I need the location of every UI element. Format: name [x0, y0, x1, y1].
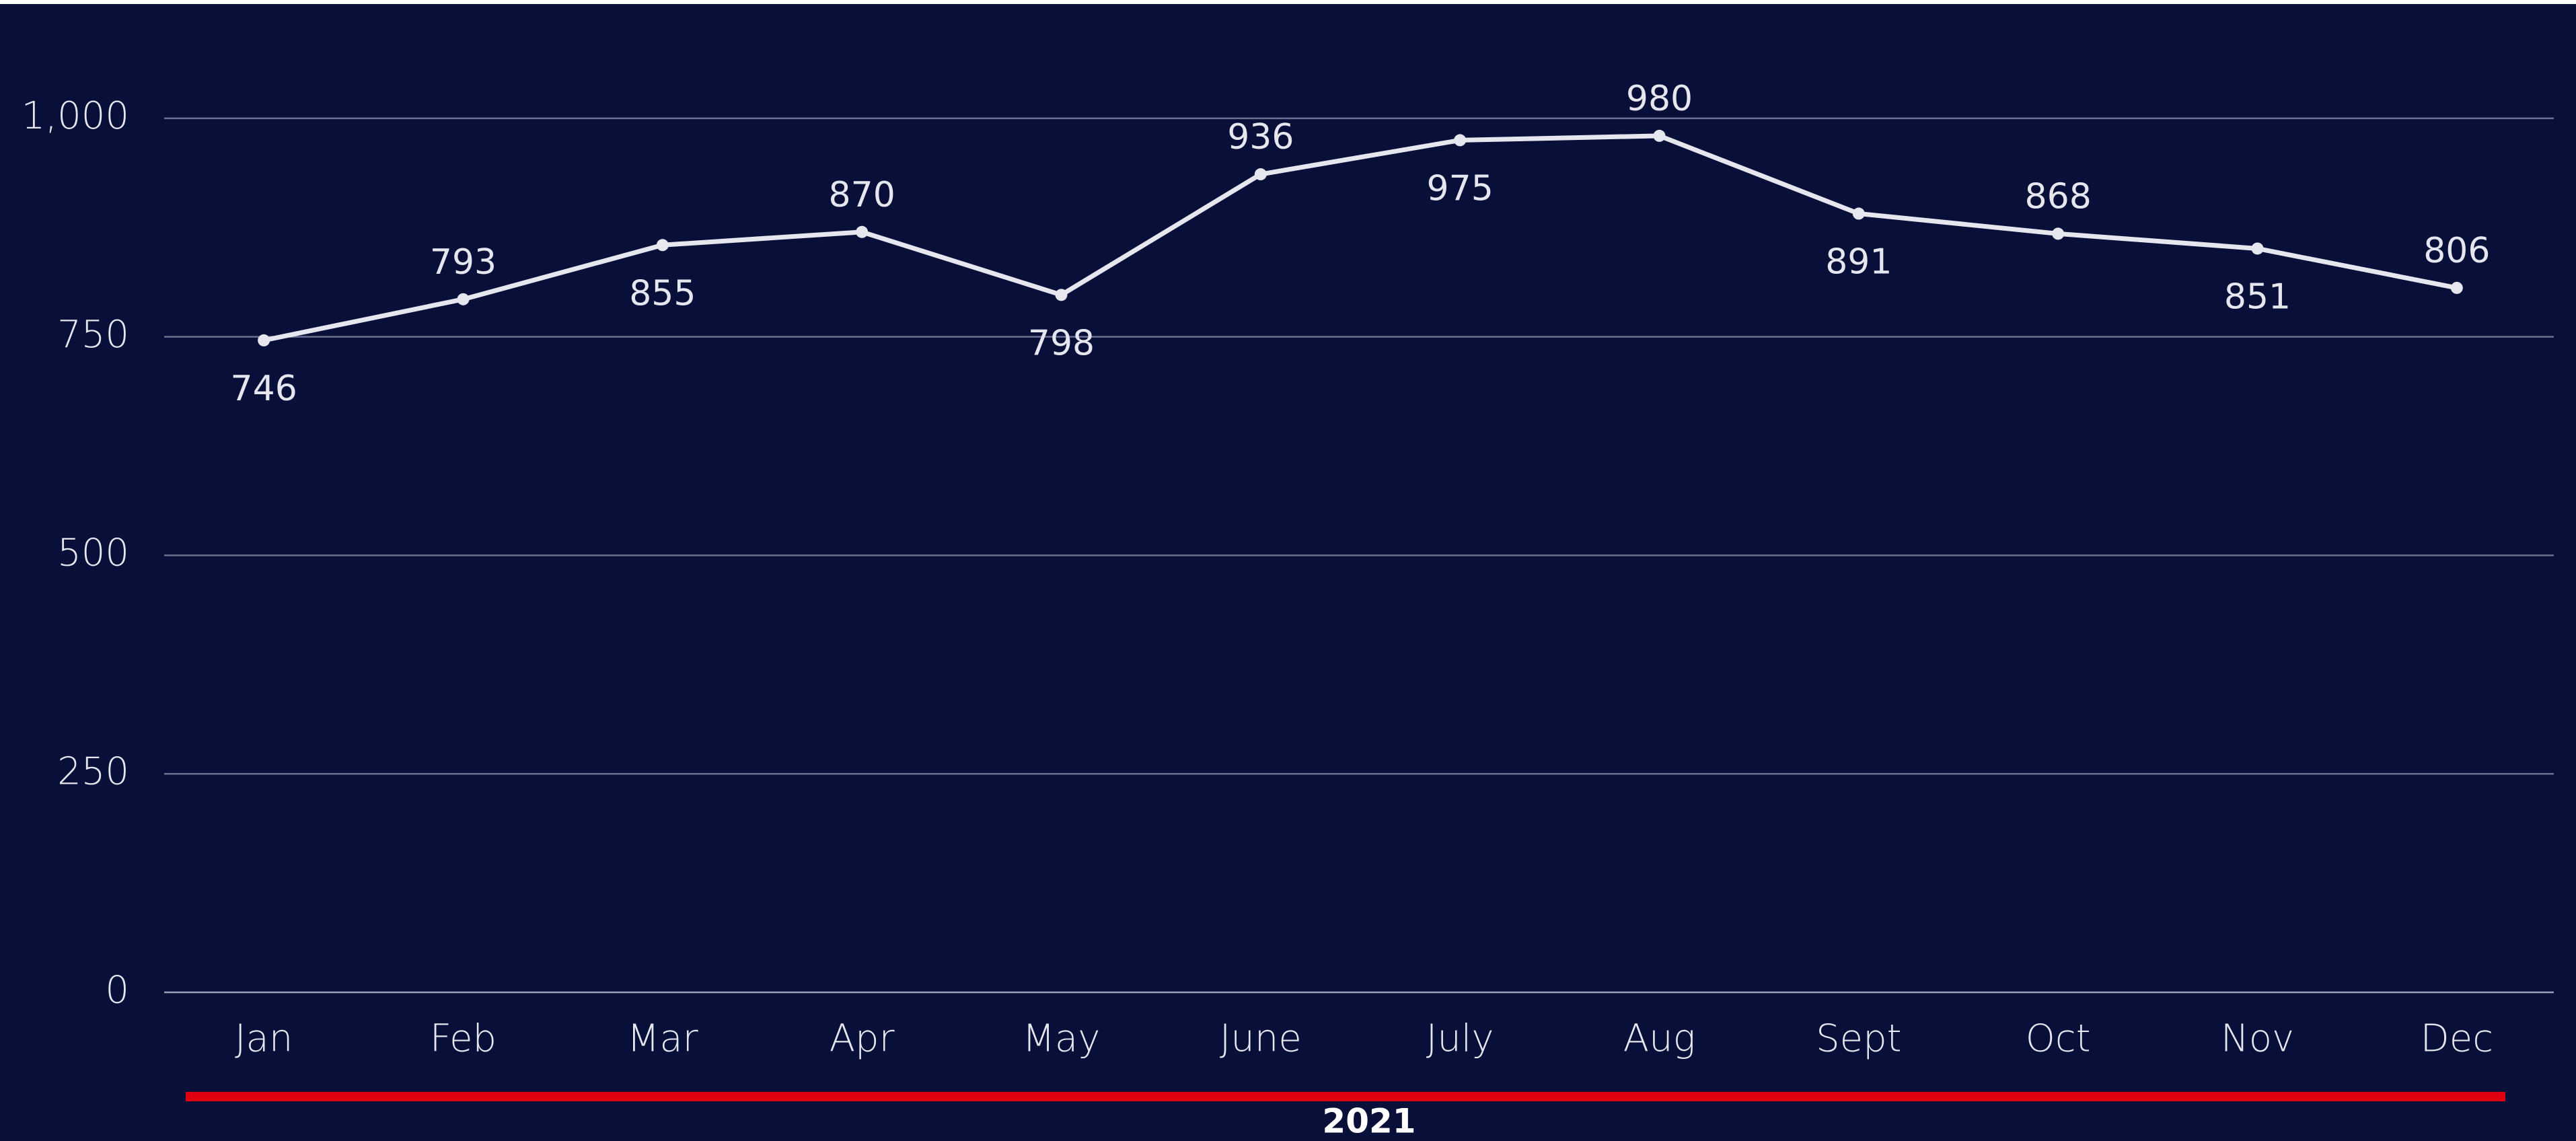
top-border — [0, 0, 2576, 4]
point — [457, 293, 470, 305]
data-label: 806 — [2423, 231, 2490, 271]
x-tick-label: Oct — [2026, 1017, 2091, 1060]
data-label: 851 — [2224, 277, 2291, 317]
point — [1254, 168, 1267, 181]
point — [1852, 207, 1865, 220]
point — [656, 239, 669, 252]
y-tick-label: 0 — [105, 968, 129, 1012]
x-tick-label: July — [1426, 1017, 1494, 1060]
line — [263, 133, 2458, 343]
x-tick-label: Dec — [2421, 1017, 2493, 1060]
point — [2251, 242, 2264, 255]
y-tick-label: 750 — [57, 313, 129, 357]
point — [2450, 281, 2463, 294]
data-label: 870 — [829, 175, 895, 215]
x-group-label: 2021 — [1322, 1102, 1415, 1141]
data-label: 746 — [231, 369, 297, 409]
data-label: 891 — [1825, 242, 1892, 283]
data-label: 855 — [629, 273, 696, 314]
point — [258, 334, 270, 346]
x-tick-label: Sept — [1816, 1017, 1902, 1060]
x-tick-label: Jan — [235, 1017, 293, 1060]
data-label: 798 — [1028, 323, 1095, 363]
point — [1055, 289, 1068, 301]
x-tick-label: May — [1023, 1017, 1101, 1060]
point — [1454, 134, 1467, 147]
data-label: 980 — [1626, 79, 1693, 119]
data-label: 975 — [1427, 168, 1494, 209]
x-tick-label: Apr — [830, 1017, 895, 1060]
x-group-bar — [186, 1092, 2505, 1101]
x-tick-label: Mar — [627, 1017, 698, 1060]
x-tick-label: Aug — [1623, 1017, 1695, 1060]
data-label: 793 — [430, 242, 496, 283]
y-tick-label: 500 — [57, 531, 129, 575]
data-label: 868 — [2025, 176, 2092, 217]
y-tick-label: 250 — [57, 749, 129, 793]
y-tick-label: 1,000 — [22, 94, 129, 138]
point — [856, 225, 869, 238]
x-tick-label: June — [1220, 1017, 1302, 1060]
point — [2052, 227, 2065, 240]
point — [1653, 129, 1666, 142]
data-label: 936 — [1227, 117, 1294, 157]
x-tick-label: Nov — [2221, 1017, 2294, 1060]
x-tick-label: Feb — [430, 1017, 496, 1060]
